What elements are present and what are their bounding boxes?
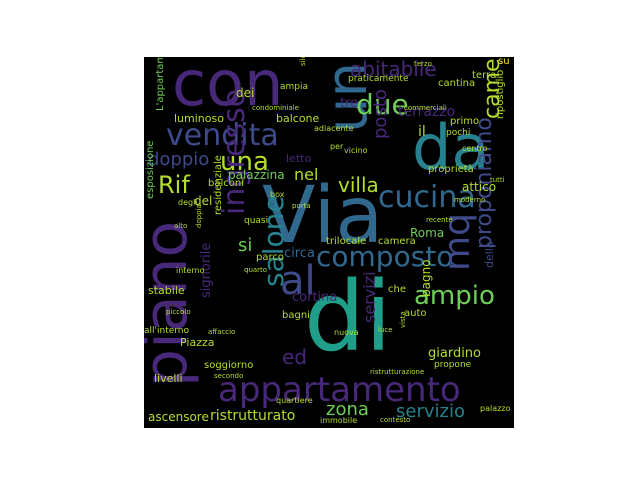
word-attico: attico (462, 180, 497, 194)
word-abitabile: abitabile (350, 57, 437, 81)
word-giardino: giardino (428, 346, 482, 361)
word-secondo: secondo (214, 372, 244, 380)
word-condominiale: condominiale (252, 104, 299, 112)
word-cucina: cucina (378, 180, 476, 215)
word-nel: nel (294, 165, 319, 184)
word-dei: dei (236, 86, 255, 100)
word-luce: luce (378, 326, 393, 334)
word-affaccio: affaccio (208, 328, 236, 336)
word-cloud: con un da Via di piano appartamento vend… (144, 57, 514, 428)
word-alto: alto (174, 222, 188, 230)
word-commerciali: commerciali (404, 104, 447, 112)
word-su: su (498, 57, 510, 67)
word-circa: circa (284, 246, 315, 261)
word-vicino: vicino (344, 146, 368, 155)
word-di: di (304, 261, 392, 373)
word-ristrutturato: ristrutturato (210, 408, 296, 424)
word-si: si (238, 235, 253, 256)
word-via: Via (262, 171, 384, 261)
word-composto: composto (316, 240, 454, 273)
word-silenzioso: silenzioso (299, 57, 307, 66)
word-ristrutturazione: ristrutturazione (370, 368, 425, 376)
word-tutti: tutti (490, 176, 505, 184)
word-roma: Roma (410, 226, 445, 240)
word-del: del (194, 194, 213, 208)
word-cortina: cortina (292, 290, 338, 305)
word-nuova: nuova (334, 328, 359, 337)
word-palazzo: palazzo (480, 404, 511, 413)
word-ampio: ampio (414, 281, 495, 311)
word-al: al (280, 258, 316, 304)
word-doppio: doppio (148, 149, 210, 170)
word-praticamente: praticamente (348, 74, 409, 84)
word-ripostiglio: ripostiglio (495, 69, 506, 119)
word-livelli: livelli (154, 372, 183, 385)
word-centro: centro (462, 144, 488, 153)
word-vendita: vendita (166, 118, 279, 153)
word-servizio: servizio (396, 401, 465, 422)
word-porta: porta (292, 202, 311, 210)
word-proprieta: proprietà (428, 164, 474, 175)
word-auto: auto (404, 308, 427, 319)
word-ampia: ampia (280, 82, 309, 92)
word-ascensore: ascensore (148, 410, 209, 424)
word-balconi: balconi (208, 178, 244, 189)
word-luminoso: luminoso (174, 112, 224, 125)
word-interno: interno (176, 266, 205, 275)
word-soggiorno: soggiorno (204, 360, 254, 371)
word-bagno: bagno (419, 259, 433, 297)
word-quartiere: quartiere (276, 396, 313, 405)
word-quarto: quarto (244, 266, 268, 274)
word-villa: villa (338, 173, 379, 197)
word-recente: recente (426, 216, 453, 224)
word-servizi: servizi (360, 271, 379, 323)
word-contesto: contesto (380, 416, 411, 424)
word-trilocale: trilocale (326, 236, 367, 247)
word-terzo: terzo (414, 60, 432, 68)
word-primo: primo (450, 116, 480, 127)
word-cantina: cantina (438, 78, 476, 89)
word-piazza: Piazza (180, 336, 215, 349)
word-con: con (172, 57, 284, 120)
word-camera: camera (378, 236, 416, 247)
word-piccolo: piccolo (166, 308, 191, 316)
word-ingresso: ingresso (217, 88, 252, 215)
word-balcone: balcone (276, 112, 320, 125)
word-adiacente: adiacente (314, 124, 354, 133)
word-terra: terra (472, 70, 497, 81)
word-parco: parco (256, 252, 284, 263)
word-da: da (412, 111, 490, 184)
word-rif: Rif (158, 171, 190, 199)
word-tre: tre (340, 96, 359, 111)
word-propone: propone (434, 360, 472, 370)
word-moderno: moderno (454, 196, 486, 204)
word-zona: zona (326, 399, 369, 420)
word-ed: ed (282, 345, 307, 369)
word-l-appartamento: L'appartamento (155, 57, 166, 111)
word-piano: piano (144, 220, 201, 387)
word-il: il (418, 124, 426, 140)
word-posto: posto (370, 89, 391, 139)
word-terrazzo: terrazzo (398, 104, 456, 120)
word-vista: vista (399, 311, 407, 328)
word-che: che (388, 284, 406, 295)
word-immobile: immobile (320, 416, 358, 425)
word-box: box (270, 190, 285, 199)
word-per: per (330, 142, 344, 151)
word-bagni: bagni (282, 310, 310, 321)
word-residenziale: residenziale (213, 155, 224, 215)
word-stabile: stabile (148, 284, 185, 297)
word-quasi: quasi (244, 216, 269, 226)
word-doppia: doppia (195, 204, 203, 228)
word-palazzina: palazzina (228, 168, 285, 182)
word-una: una (220, 147, 269, 177)
word-della: della (483, 241, 496, 268)
word-degli: degli (178, 198, 198, 207)
word-esposizione: esposizione (145, 140, 156, 199)
word-letto: letto (286, 152, 312, 165)
word-all-interno: all'interno (144, 326, 190, 336)
word-due: due (356, 88, 409, 121)
word-pochi: pochi (446, 128, 471, 138)
word-appartamento: appartamento (218, 370, 461, 410)
